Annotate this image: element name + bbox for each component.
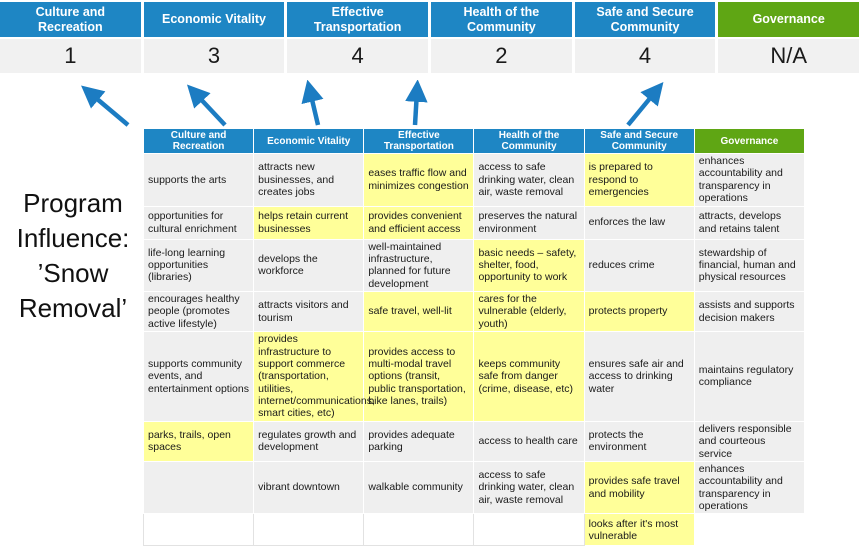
matrix-cell: reduces crime <box>583 238 695 292</box>
matrix-cell: safe travel, well-lit <box>363 290 475 333</box>
category-score: N/A <box>718 39 859 73</box>
matrix-cell: looks after it's most vulnerable <box>583 513 695 546</box>
matrix-cell: provides infrastructure to support comme… <box>253 331 375 422</box>
matrix-row: supports the arts attracts new businesses… <box>142 153 806 207</box>
matrix-column-header: Economic Vitality <box>253 128 365 154</box>
matrix-cell: eases traffic flow and minimizes congest… <box>363 153 475 207</box>
page-title: Program Influence: ’Snow Removal’ <box>16 188 130 323</box>
matrix-cell <box>473 513 585 546</box>
category-header: Health of the Community <box>431 2 572 37</box>
arrow-icon <box>626 81 664 127</box>
matrix-row: looks after it's most vulnerable <box>142 513 805 546</box>
influence-arrows <box>81 80 664 127</box>
matrix-cell: opportunities for cultural enrichment <box>142 205 255 240</box>
matrix-cell: access to safe drinking water, clean air… <box>473 153 585 207</box>
matrix-cell: basic needs – safety, shelter, food, opp… <box>473 238 585 292</box>
score-column: Economic Vitality 3 <box>143 2 285 73</box>
matrix-cell: is prepared to respond to emergencies <box>583 153 695 207</box>
matrix-cell: maintains regulatory compliance <box>693 331 806 422</box>
category-header: Economic Vitality <box>143 2 285 37</box>
matrix-cell: enhances accountability and transparency… <box>693 153 806 207</box>
arrow-icon <box>301 80 324 126</box>
matrix-cell: attracts visitors and tourism <box>253 290 365 333</box>
matrix-cell: provides convenient and efficient access <box>363 205 475 240</box>
matrix-header-row: Culture and Recreation Economic Vitality E… <box>142 128 806 154</box>
matrix-cell: protects the environment <box>583 420 695 462</box>
arrow-icon <box>81 85 130 127</box>
matrix-row: parks, trails, open spaces regulates grow… <box>142 420 806 462</box>
matrix-cell: keeps community safe from danger (crime,… <box>473 331 585 422</box>
score-column: Safe and Secure Community 4 <box>574 2 716 73</box>
matrix-column-header: Effective Transportation <box>363 128 475 154</box>
matrix-cell: supports community events, and entertain… <box>142 331 255 422</box>
category-score: 1 <box>0 39 141 73</box>
category-score: 4 <box>574 39 716 73</box>
score-band: Culture and Recreation 1 Economic Vitality… <box>0 2 859 73</box>
matrix-cell: attracts, develops and retains talent <box>693 205 806 240</box>
category-header: Governance <box>718 2 859 37</box>
matrix-cell: delivers responsible and courteous servi… <box>693 420 806 462</box>
category-header: Safe and Secure Community <box>574 2 716 37</box>
arrow-icon <box>186 84 227 127</box>
matrix-cell: walkable community <box>363 460 475 515</box>
category-header: Culture and Recreation <box>0 2 141 37</box>
matrix-row: supports community events, and entertain… <box>142 331 806 422</box>
matrix-cell <box>142 460 255 515</box>
matrix-cell: parks, trails, open spaces <box>142 420 255 462</box>
matrix-cell: provides access to multi-modal travel op… <box>363 331 475 422</box>
matrix-column-header: Culture and Recreation <box>142 128 255 154</box>
category-score: 2 <box>431 39 572 73</box>
matrix-cell: vibrant downtown <box>253 460 365 515</box>
score-column: Culture and Recreation 1 <box>0 2 141 73</box>
matrix-cell <box>694 513 805 546</box>
category-score: 3 <box>143 39 285 73</box>
matrix-cell: develops the workforce <box>253 238 365 292</box>
matrix-cell: protects property <box>583 290 695 333</box>
matrix-column-header: Governance <box>693 128 806 154</box>
matrix-cell: provides safe travel and mobility <box>583 460 695 515</box>
matrix-cell: access to health care <box>473 420 585 462</box>
matrix-cell: stewardship of financial, human and phys… <box>693 238 806 292</box>
matrix-cell: regulates growth and development <box>253 420 365 462</box>
matrix-cell: well-maintained infrastructure, planned … <box>363 238 475 292</box>
matrix-cell: ensures safe air and access to drinking … <box>583 331 695 422</box>
score-column: Health of the Community 2 <box>431 2 572 73</box>
matrix-column-header: Health of the Community <box>473 128 585 154</box>
matrix-cell: enforces the law <box>583 205 695 240</box>
category-score: 4 <box>287 39 429 73</box>
matrix-cell: enhances accountability and transparency… <box>693 460 806 515</box>
score-column: Effective Transportation 4 <box>287 2 429 73</box>
matrix-cell: access to safe drinking water, clean air… <box>473 460 585 515</box>
matrix-cell: assists and supports decision makers <box>693 290 806 333</box>
category-header: Effective Transportation <box>287 2 429 37</box>
arrow-icon <box>405 80 428 126</box>
matrix-cell: life-long learning opportunities (librar… <box>142 238 255 292</box>
matrix-cell <box>142 513 255 546</box>
influence-matrix: Culture and Recreation Economic Vitality E… <box>142 128 806 546</box>
matrix-cell: cares for the vulnerable (elderly, youth… <box>473 290 585 333</box>
matrix-cell: provides adequate parking <box>363 420 475 462</box>
matrix-row: life-long learning opportunities (librar… <box>142 238 806 292</box>
matrix-cell <box>363 513 475 546</box>
matrix-row: vibrant downtown walkable community access… <box>142 460 806 515</box>
matrix-cell: encourages healthy people (promotes acti… <box>142 290 255 333</box>
matrix-cell: supports the arts <box>142 153 255 207</box>
matrix-row: encourages healthy people (promotes acti… <box>142 290 806 333</box>
matrix-cell: helps retain current businesses <box>253 205 365 240</box>
matrix-column-header: Safe and Secure Community <box>583 128 695 154</box>
matrix-cell: preserves the natural environment <box>473 205 585 240</box>
matrix-row: opportunities for cultural enrichment hel… <box>142 205 806 240</box>
score-column: Governance N/A <box>718 2 859 73</box>
matrix-cell <box>253 513 365 546</box>
matrix-cell: attracts new businesses, and creates job… <box>253 153 365 207</box>
